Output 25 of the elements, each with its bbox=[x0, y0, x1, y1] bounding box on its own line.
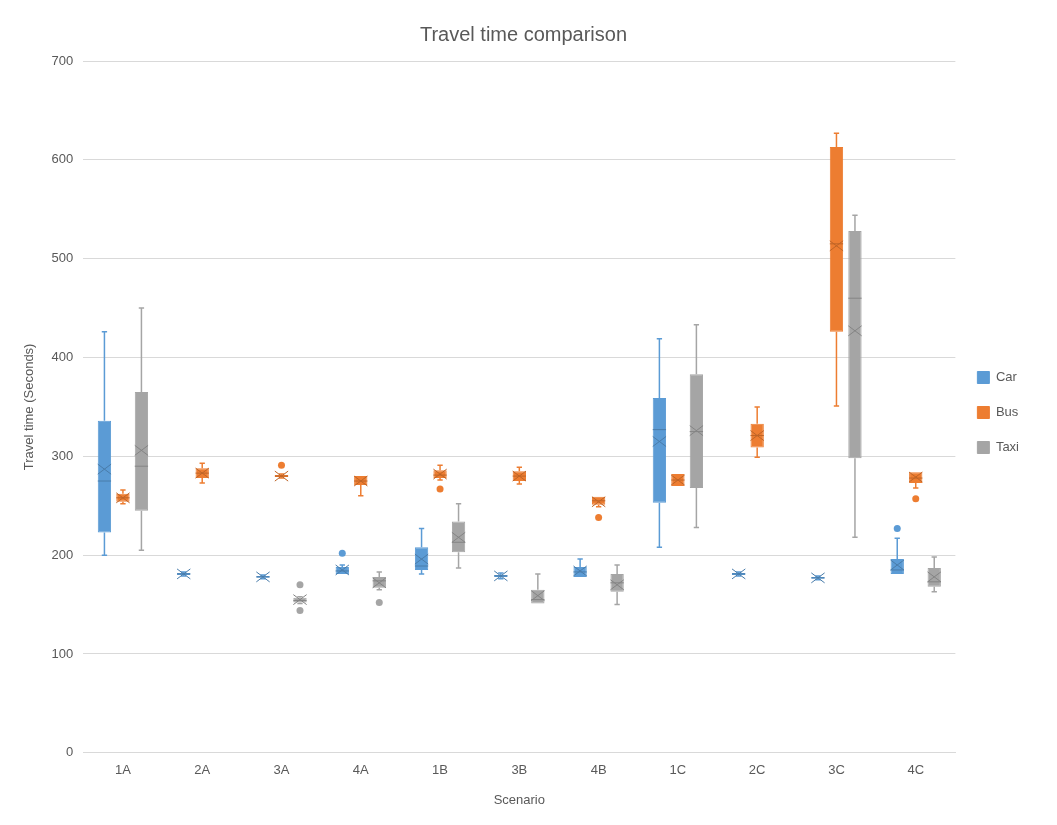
legend-label: Bus bbox=[995, 404, 1019, 420]
y-tick-label: 700 bbox=[51, 52, 74, 68]
x-tick-label: 2A bbox=[194, 762, 211, 778]
y-tick-label: 400 bbox=[51, 349, 74, 365]
y-tick-label: 500 bbox=[51, 250, 74, 266]
x-tick-label: 3A bbox=[273, 762, 290, 778]
legend-label: Car bbox=[995, 369, 1018, 385]
chart-title: Travel time comparison bbox=[419, 22, 628, 45]
x-axis-title: Scenario bbox=[493, 791, 545, 807]
y-tick-label: 100 bbox=[51, 645, 74, 661]
x-tick-label: 4C bbox=[907, 762, 925, 778]
x-tick-label: 4A bbox=[352, 762, 370, 778]
y-tick-label: 600 bbox=[51, 151, 74, 167]
x-tick-label: 3B bbox=[511, 762, 528, 778]
x-tick-label: 1B bbox=[432, 762, 449, 778]
x-tick-label: 3C bbox=[828, 762, 845, 778]
legend-label: Taxi bbox=[995, 439, 1020, 455]
x-tick-label: 1C bbox=[669, 762, 687, 778]
y-axis-title: Travel time (Seconds) bbox=[21, 343, 37, 471]
y-tick-label: 300 bbox=[51, 447, 74, 463]
y-tick-label: 0 bbox=[66, 744, 74, 760]
x-tick-label: 4B bbox=[590, 762, 607, 778]
x-tick-label: 2C bbox=[748, 762, 766, 778]
x-tick-label: 1A bbox=[114, 762, 132, 778]
y-tick-label: 200 bbox=[51, 546, 74, 562]
